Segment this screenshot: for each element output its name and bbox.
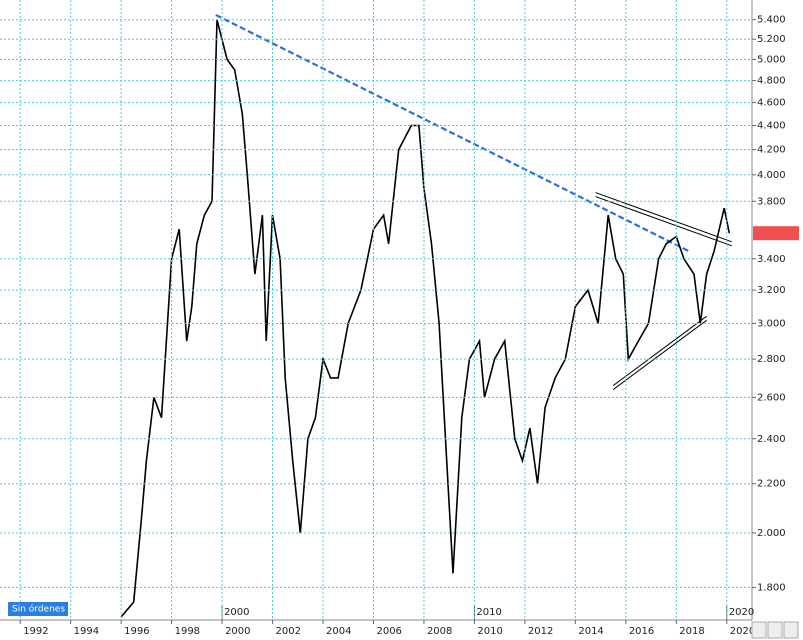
- y-tick-label: 2.800: [757, 354, 786, 365]
- y-tick-label: 3.400: [757, 254, 786, 265]
- y-tick-label: 4.000: [757, 170, 786, 181]
- y-tick-label: 4.200: [757, 145, 786, 156]
- y-tick-label: 5.400: [757, 15, 786, 26]
- y-tick-label: 3.800: [757, 196, 786, 207]
- x-tick-label: 2016: [629, 626, 654, 637]
- y-tick-label: 2.400: [757, 434, 786, 445]
- x-tick-label: 2020: [730, 626, 755, 637]
- x-tick-label: 2000: [225, 626, 250, 637]
- decade-label: 2020: [729, 607, 754, 618]
- y-tick-label: 4.400: [757, 121, 786, 132]
- x-tick-label: 2010: [477, 626, 502, 637]
- x-tick-label: 1992: [23, 626, 48, 637]
- y-tick-label: 1.800: [757, 582, 786, 593]
- y-tick-label: 4.600: [757, 98, 786, 109]
- y-tick-label: 2.200: [757, 479, 786, 490]
- y-tick-label: 4.800: [757, 76, 786, 87]
- trendline: [595, 196, 732, 247]
- toolbar-icon[interactable]: [751, 621, 767, 639]
- status-label: Sin órdenes: [12, 604, 65, 615]
- x-tick-label: 2002: [276, 626, 301, 637]
- trendline: [215, 13, 690, 253]
- trendline: [612, 319, 707, 390]
- x-tick-label: 1994: [74, 626, 99, 637]
- y-tick-label: 3.200: [757, 285, 786, 296]
- decade-label: 2010: [476, 607, 501, 618]
- x-tick-label: 2008: [427, 626, 452, 637]
- decade-label: 2000: [224, 607, 249, 618]
- trendline: [595, 192, 732, 243]
- x-tick-label: 2006: [376, 626, 401, 637]
- y-tick-label: 5.000: [757, 54, 786, 65]
- last-price-box: [753, 226, 799, 241]
- y-tick-label: 2.000: [757, 528, 786, 539]
- y-tick-label: 5.200: [757, 34, 786, 45]
- toolbar-icon[interactable]: [783, 621, 799, 639]
- x-tick-label: 2014: [578, 626, 603, 637]
- status-box: [8, 602, 68, 616]
- toolbar-icon[interactable]: [767, 621, 783, 639]
- x-tick-label: 1996: [124, 626, 149, 637]
- plot-area: [0, 0, 752, 620]
- x-tick-label: 2012: [528, 626, 553, 637]
- y-tick-label: 2.600: [757, 392, 786, 403]
- y-tick-label: 3.000: [757, 318, 786, 329]
- x-tick-label: 2018: [679, 626, 704, 637]
- trendline: [612, 315, 707, 386]
- x-tick-label: 2004: [326, 626, 351, 637]
- x-tick-label: 1998: [175, 626, 200, 637]
